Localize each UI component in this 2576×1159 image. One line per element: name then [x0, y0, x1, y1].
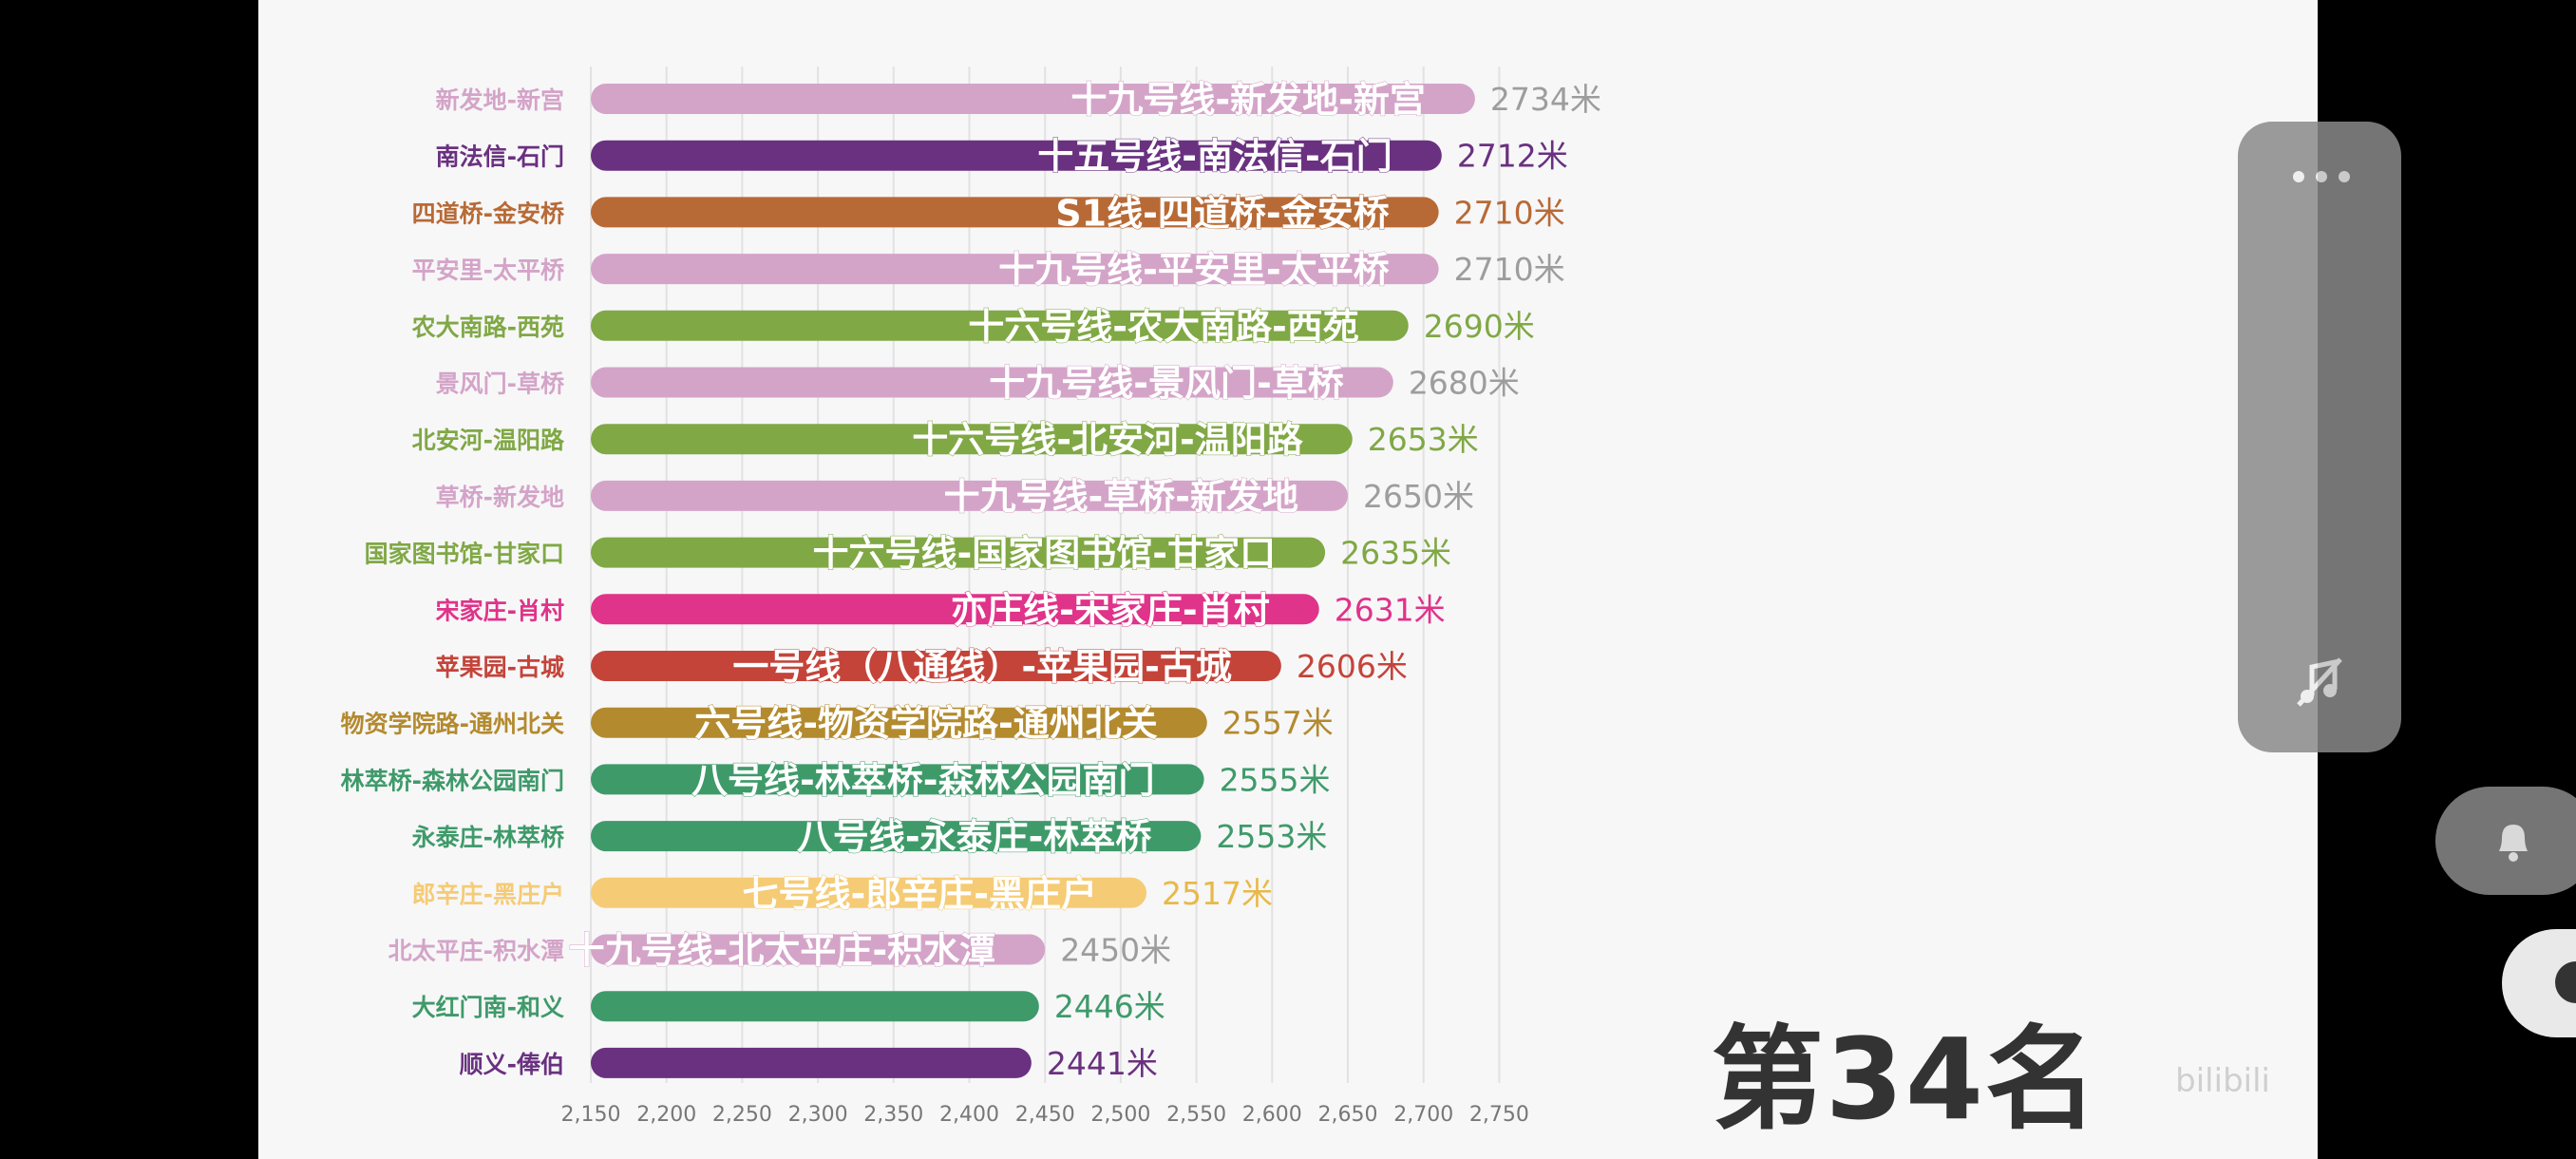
bar: [591, 707, 1207, 738]
category-label: 农大南路-西苑: [411, 314, 564, 341]
category-label: 北太平庄-积水潭: [388, 938, 564, 965]
x-tick-label: 2,550: [1166, 1103, 1226, 1127]
x-tick-label: 2,500: [1090, 1103, 1150, 1127]
more-dots-icon[interactable]: [2293, 171, 2350, 184]
category-label: 宋家庄-肖村: [436, 597, 564, 624]
x-tick-label: 2,750: [1469, 1103, 1529, 1127]
bar: [591, 367, 1393, 398]
bar: [591, 480, 1348, 511]
bell-icon: [2485, 813, 2542, 870]
value-label: 2635米: [1340, 535, 1451, 572]
bar: [591, 537, 1326, 568]
value-label: 2680米: [1409, 365, 1520, 402]
value-label: 2710米: [1454, 194, 1565, 231]
category-label: 林萃桥-森林公园南门: [341, 767, 564, 794]
bar-inner-label: 十九号线-新发地-新宫: [1070, 79, 1426, 121]
category-label: 大红门南-和义: [412, 994, 564, 1021]
bar-inner-label: 一号线（八通线）-苹果园-古城: [732, 646, 1232, 688]
category-label: 南法信-石门: [436, 143, 564, 171]
bar-inner-label: 六号线-物资学院路-通州北关: [694, 703, 1158, 745]
floating-control-panel[interactable]: [2238, 122, 2401, 752]
bar: [591, 140, 1442, 171]
bar-inner-label: 八号线-林萃桥-森林公园南门: [691, 759, 1155, 801]
value-label: 2446米: [1054, 988, 1165, 1025]
category-label: 永泰庄-林萃桥: [412, 824, 564, 851]
x-tick-label: 2,150: [561, 1103, 621, 1127]
value-label: 2553米: [1216, 818, 1327, 855]
value-label: 2517米: [1162, 875, 1273, 912]
bar-inner-label: 十九号线-景风门-草桥: [989, 363, 1344, 405]
value-label: 2441米: [1047, 1045, 1158, 1082]
rank-label: 第34名: [1711, 1014, 2099, 1145]
x-tick-label: 2,400: [939, 1103, 999, 1127]
category-label: 顺义-俸伯: [460, 1051, 564, 1078]
watermark: bilibili: [2175, 1062, 2270, 1100]
bar: [591, 310, 1409, 341]
side-toggle-button[interactable]: [2502, 929, 2576, 1037]
bar: [591, 764, 1204, 795]
bar: [591, 1047, 1032, 1078]
value-label: 2606米: [1297, 648, 1408, 685]
category-label: 新发地-新宫: [436, 86, 564, 114]
music-off-icon[interactable]: [2291, 654, 2348, 711]
category-label: 平安里-太平桥: [412, 256, 564, 284]
bar: [591, 424, 1353, 455]
x-tick-label: 2,300: [788, 1103, 848, 1127]
bar-inner-label: 十六号线-国家图书馆-甘家口: [813, 533, 1277, 575]
bar-inner-label: 八号线-永泰庄-林萃桥: [797, 816, 1152, 858]
bar-inner-label: 七号线-郎辛庄-黑庄户: [742, 873, 1097, 915]
bar: [591, 991, 1039, 1022]
x-tick-label: 2,650: [1318, 1103, 1378, 1127]
x-tick-label: 2,350: [863, 1103, 923, 1127]
value-label: 2650米: [1363, 478, 1474, 515]
value-label: 2555米: [1220, 761, 1331, 798]
value-label: 2710米: [1454, 251, 1565, 288]
category-label: 草桥-新发地: [436, 484, 564, 511]
bar: [591, 821, 1202, 852]
bell-button[interactable]: [2435, 787, 2576, 895]
value-label: 2653米: [1368, 421, 1479, 458]
value-label: 2712米: [1457, 138, 1568, 175]
value-label: 2450米: [1060, 932, 1171, 969]
value-label: 2557米: [1222, 705, 1334, 742]
x-tick-label: 2,600: [1242, 1103, 1302, 1127]
chart-stage: 2,150 2,200 2,250 2,300 2,350 2,400 2,450 2,500…: [258, 0, 2318, 1159]
category-label: 景风门-草桥: [436, 370, 564, 398]
bar-inner-label: 十九号线-北太平庄-积水潭: [569, 930, 996, 972]
bar: [591, 594, 1319, 625]
bar-inner-label: 亦庄线-宋家庄-肖村: [951, 589, 1270, 631]
bar-chart: 2,150 2,200 2,250 2,300 2,350 2,400 2,450 2,500…: [341, 66, 1601, 1127]
x-tick-label: 2,200: [636, 1103, 696, 1127]
category-label: 苹果园-古城: [436, 654, 564, 681]
value-label: 2631米: [1335, 591, 1446, 628]
category-label: 国家图书馆-甘家口: [365, 541, 564, 568]
bar: [591, 84, 1475, 114]
bar-inner-label: 十九号线-平安里-太平桥: [998, 249, 1390, 291]
category-label: 物资学院路-通州北关: [341, 711, 564, 738]
value-label: 2690米: [1424, 308, 1535, 345]
bar-inner-label: 十九号线-草桥-新发地: [943, 476, 1298, 518]
category-label: 北安河-温阳路: [412, 427, 565, 454]
bar: [591, 254, 1439, 285]
x-tick-label: 2,700: [1393, 1103, 1453, 1127]
value-label: 2734米: [1490, 81, 1601, 118]
bar-inner-label: 十六号线-农大南路-西苑: [968, 306, 1359, 348]
bar: [591, 197, 1439, 228]
category-label: 四道桥-金安桥: [412, 200, 564, 227]
x-tick-label: 2,450: [1015, 1103, 1075, 1127]
bar: [591, 877, 1146, 908]
bar-inner-label: 十五号线-南法信-石门: [1037, 136, 1392, 178]
category-label: 郎辛庄-黑庄户: [412, 881, 564, 908]
bar-inner-label: 十六号线-北安河-温阳路: [912, 419, 1304, 461]
bar-inner-label: S1线-四道桥-金安桥: [1055, 192, 1389, 234]
x-tick-label: 2,250: [712, 1103, 772, 1127]
bar: [591, 934, 1046, 965]
bar: [591, 651, 1281, 681]
